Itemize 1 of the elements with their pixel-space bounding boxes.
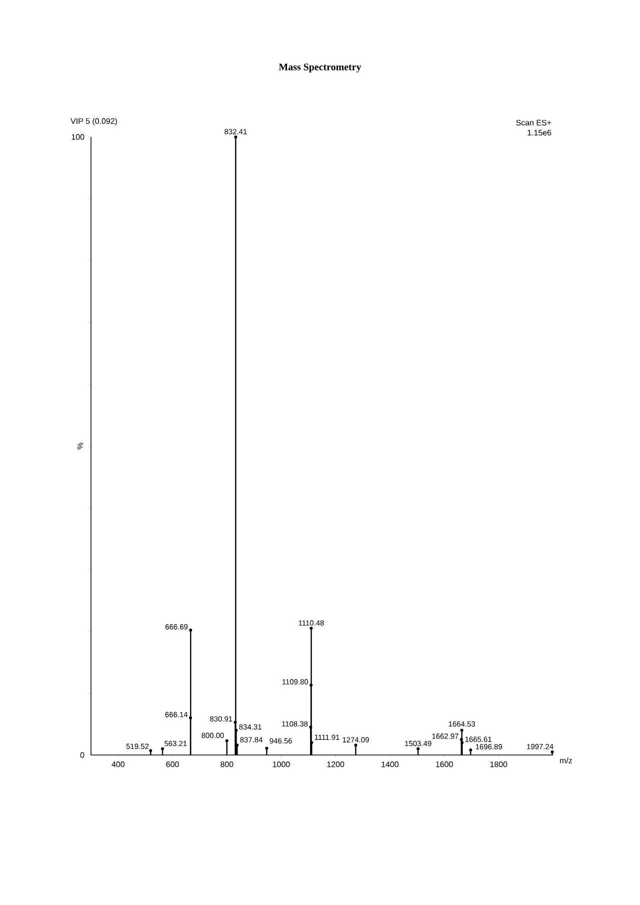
chart-title: Mass Spectrometry xyxy=(278,64,362,72)
